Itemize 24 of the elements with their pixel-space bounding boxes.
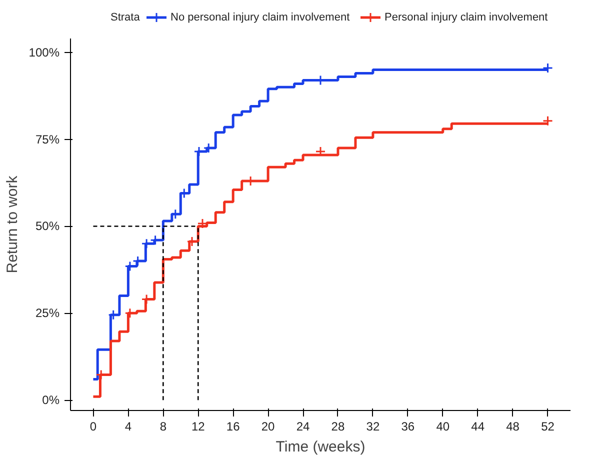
legend-title: Strata: [110, 12, 141, 24]
y-tick-label: 100%: [28, 45, 60, 60]
x-tick-label: 8: [160, 420, 167, 434]
y-tick-label: 50%: [35, 219, 60, 234]
y-tick-label: 25%: [35, 306, 60, 320]
x-tick-label: 40: [436, 420, 450, 434]
x-tick-label: 4: [124, 420, 132, 434]
legend-label: Personal injury claim involvement: [384, 12, 548, 24]
y-tick-label: 0%: [42, 393, 60, 408]
x-tick-label: 12: [191, 420, 206, 434]
x-tick-label: 24: [296, 420, 310, 434]
x-tick-label: 20: [261, 420, 276, 434]
x-axis-title: Time (weeks): [276, 438, 366, 456]
y-tick-label: 75%: [35, 132, 60, 146]
x-tick-label: 28: [331, 420, 345, 434]
legend-label: No personal injury claim involvement: [170, 12, 350, 24]
x-tick-label: 48: [506, 420, 520, 434]
x-tick-label: 44: [471, 420, 485, 434]
x-tick-label: 52: [541, 420, 555, 434]
x-tick-label: 16: [226, 420, 240, 434]
x-tick-label: 32: [366, 420, 380, 434]
y-axis-title: Return to work: [4, 175, 21, 274]
x-tick-label: 36: [401, 420, 415, 434]
x-tick-label: 0: [90, 420, 97, 434]
